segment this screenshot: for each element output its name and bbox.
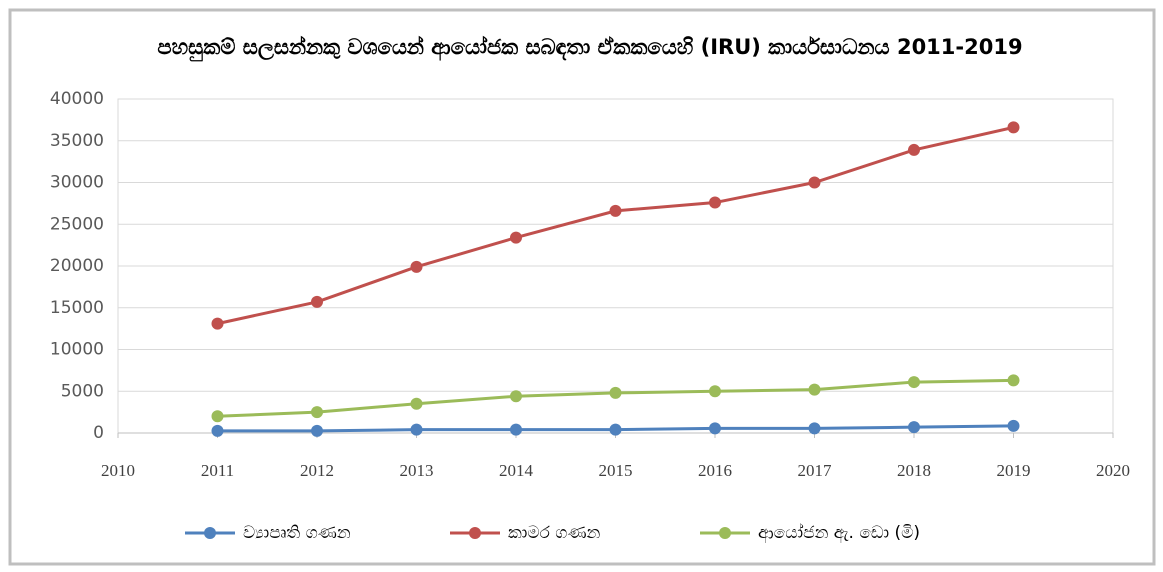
x-tick-label: 2014 [499, 461, 534, 480]
legend-marker [469, 527, 481, 539]
series-marker [211, 410, 224, 423]
series-marker [808, 422, 821, 435]
legend-label: කාමර ගණන [508, 523, 601, 543]
series-marker [211, 424, 224, 437]
series-marker [609, 423, 622, 436]
series-marker [908, 143, 920, 156]
legend-label: ව්‍යාපෘති ගණන [243, 523, 351, 543]
x-tick-label: 2012 [300, 461, 334, 480]
y-tick-label: 20000 [50, 256, 104, 276]
series-marker [709, 196, 721, 209]
series-marker [510, 423, 522, 436]
series-marker [1007, 121, 1020, 134]
chart-title: පහසුකම් සලසන්නකු වශයෙන් ආයෝජක සබඳතා ඒකකය… [157, 35, 1022, 62]
series-marker [311, 424, 323, 437]
series-marker [311, 295, 323, 308]
series-marker [908, 421, 920, 434]
series-marker [410, 260, 423, 273]
x-tick-label: 2013 [400, 461, 434, 480]
x-tick-label: 2019 [997, 461, 1031, 480]
x-tick-label: 2018 [897, 461, 931, 480]
series-marker [908, 376, 920, 389]
y-tick-label: 30000 [50, 173, 104, 193]
y-tick-label: 25000 [50, 214, 104, 234]
x-tick-label: 2015 [599, 461, 633, 480]
series-marker [211, 317, 224, 330]
y-tick-label: 10000 [50, 340, 104, 360]
series-marker [410, 397, 423, 410]
y-tick-label: 40000 [50, 89, 104, 109]
series-marker [709, 385, 721, 398]
series-marker [808, 383, 821, 396]
y-tick-label: 5000 [61, 381, 104, 401]
legend-marker [204, 527, 216, 539]
legend-label: ආයෝජන ඇ. ඩො (මි) [758, 523, 920, 544]
x-tick-label: 2010 [101, 461, 135, 480]
y-tick-label: 15000 [50, 298, 104, 318]
series-marker [1007, 374, 1020, 387]
y-tick-label: 35000 [50, 131, 104, 151]
legend-marker [719, 527, 731, 539]
series-marker [311, 406, 323, 419]
x-tick-label: 2011 [201, 461, 234, 480]
series-marker [510, 390, 522, 403]
series-marker [1007, 419, 1020, 432]
x-tick-label: 2017 [798, 461, 833, 480]
chart-frame [8, 8, 1156, 566]
x-tick-label: 2016 [698, 461, 732, 480]
series-marker [609, 204, 622, 217]
series-marker [709, 422, 721, 435]
series-marker [410, 423, 423, 436]
y-tick-label: 0 [93, 423, 104, 443]
x-tick-label: 2020 [1096, 461, 1130, 480]
series-marker [808, 176, 821, 189]
series-marker [609, 386, 622, 399]
series-marker [510, 231, 522, 244]
